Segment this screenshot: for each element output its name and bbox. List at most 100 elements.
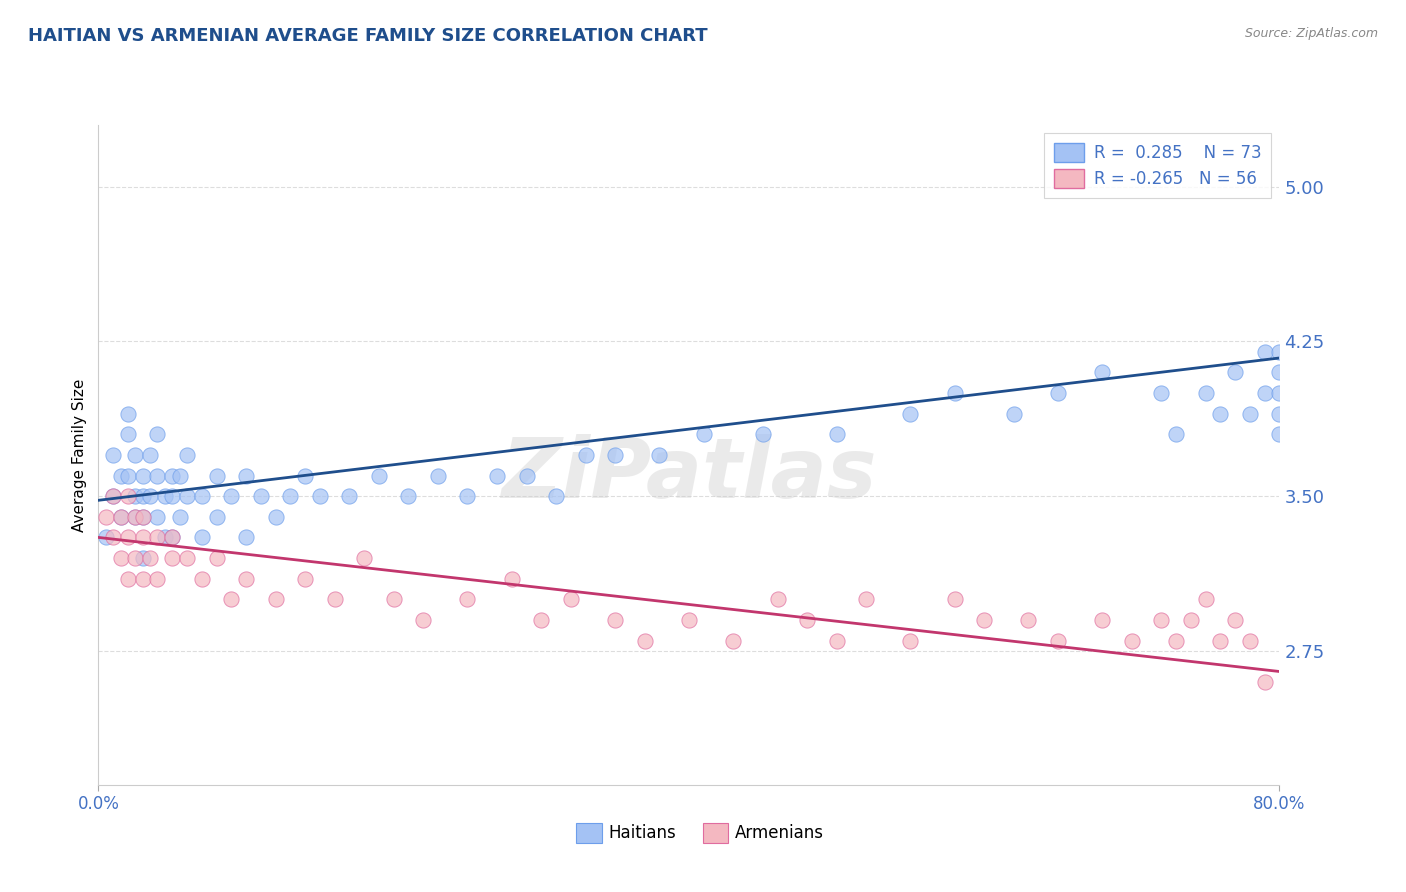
- Point: [94, 530, 117, 544]
- Point: [162, 530, 183, 544]
- Point: [117, 427, 139, 442]
- Point: [264, 509, 287, 524]
- Point: [1164, 427, 1187, 442]
- Point: [103, 489, 125, 503]
- Point: [169, 509, 191, 524]
- Point: [605, 448, 627, 462]
- Point: [103, 448, 125, 462]
- Point: [162, 551, 183, 566]
- Point: [943, 386, 966, 401]
- Point: [110, 551, 132, 566]
- Point: [825, 633, 848, 648]
- Point: [1268, 407, 1291, 421]
- Point: [1046, 386, 1069, 401]
- Point: [456, 592, 478, 607]
- Point: [162, 530, 183, 544]
- Point: [117, 407, 139, 421]
- Point: [337, 489, 360, 503]
- Point: [605, 613, 627, 627]
- Point: [1091, 613, 1114, 627]
- Point: [1180, 613, 1202, 627]
- Point: [153, 530, 176, 544]
- Point: [766, 592, 789, 607]
- Point: [124, 448, 146, 462]
- Point: [176, 489, 198, 503]
- Point: [162, 468, 183, 483]
- Point: [235, 572, 257, 586]
- Point: [1150, 386, 1173, 401]
- Legend: R =  0.285    N = 73, R = -0.265   N = 56: R = 0.285 N = 73, R = -0.265 N = 56: [1043, 133, 1271, 198]
- Point: [294, 572, 316, 586]
- Point: [309, 489, 332, 503]
- Point: [124, 509, 146, 524]
- Point: [796, 613, 818, 627]
- Point: [146, 572, 169, 586]
- Point: [117, 572, 139, 586]
- Point: [117, 489, 139, 503]
- Point: [219, 592, 242, 607]
- Text: Armenians: Armenians: [735, 824, 824, 842]
- Point: [427, 468, 450, 483]
- Point: [382, 592, 405, 607]
- Point: [574, 448, 596, 462]
- Point: [1254, 386, 1277, 401]
- Point: [1223, 366, 1246, 380]
- Point: [353, 551, 375, 566]
- Point: [205, 551, 228, 566]
- Point: [1268, 344, 1291, 359]
- Point: [1239, 407, 1261, 421]
- Point: [132, 530, 155, 544]
- Point: [900, 407, 922, 421]
- Point: [132, 509, 155, 524]
- Point: [176, 551, 198, 566]
- Point: [117, 530, 139, 544]
- Point: [368, 468, 391, 483]
- Point: [486, 468, 509, 483]
- Point: [110, 509, 132, 524]
- Point: [139, 448, 162, 462]
- Point: [169, 468, 191, 483]
- Point: [751, 427, 773, 442]
- Point: [124, 489, 146, 503]
- Point: [501, 572, 523, 586]
- Point: [1195, 592, 1218, 607]
- Point: [191, 489, 214, 503]
- Y-axis label: Average Family Size: Average Family Size: [72, 378, 87, 532]
- Point: [124, 551, 146, 566]
- Point: [94, 509, 117, 524]
- Point: [132, 551, 155, 566]
- Point: [117, 468, 139, 483]
- Point: [648, 448, 671, 462]
- Point: [205, 509, 228, 524]
- Point: [693, 427, 716, 442]
- Point: [1268, 427, 1291, 442]
- Point: [219, 489, 242, 503]
- Point: [146, 530, 169, 544]
- Point: [943, 592, 966, 607]
- Point: [1121, 633, 1143, 648]
- Point: [825, 427, 848, 442]
- Point: [544, 489, 567, 503]
- Point: [146, 427, 169, 442]
- Point: [132, 509, 155, 524]
- Point: [323, 592, 346, 607]
- Text: ZiPatlas: ZiPatlas: [501, 434, 877, 516]
- Point: [139, 551, 162, 566]
- Point: [146, 468, 169, 483]
- Point: [110, 468, 132, 483]
- Point: [153, 489, 176, 503]
- Point: [1268, 366, 1291, 380]
- Point: [456, 489, 478, 503]
- Point: [721, 633, 744, 648]
- Point: [855, 592, 877, 607]
- Point: [110, 509, 132, 524]
- Point: [1195, 386, 1218, 401]
- Point: [191, 530, 214, 544]
- Point: [530, 613, 553, 627]
- Point: [294, 468, 316, 483]
- Point: [205, 468, 228, 483]
- Point: [396, 489, 419, 503]
- Point: [1254, 674, 1277, 689]
- Point: [1150, 613, 1173, 627]
- Point: [132, 572, 155, 586]
